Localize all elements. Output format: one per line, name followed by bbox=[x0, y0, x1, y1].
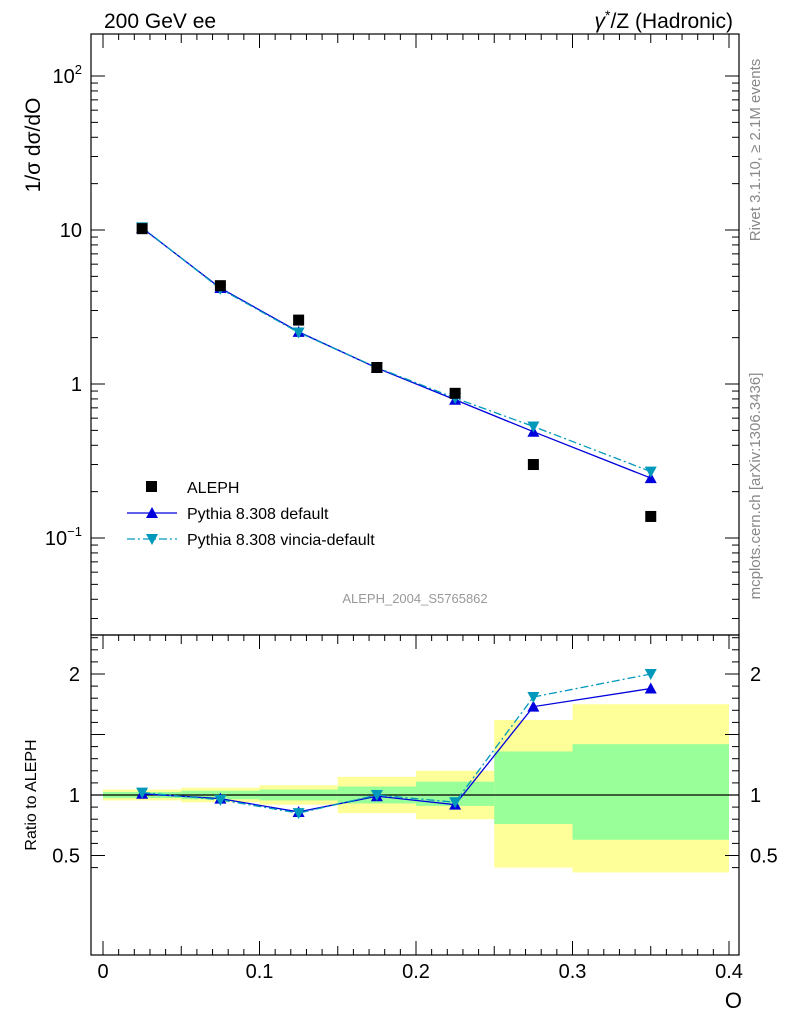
ratio-band-inner bbox=[494, 751, 573, 825]
ratio-band-inner bbox=[572, 744, 729, 840]
main-point-data bbox=[136, 223, 148, 235]
ratio-x-tick-label: 0.3 bbox=[559, 961, 587, 983]
ratio-point-vincia bbox=[449, 797, 462, 809]
main-panel: 102 10 1 10−1 bbox=[45, 33, 740, 636]
main-y-tick-label: 10−1 bbox=[45, 524, 82, 550]
legend-label-vincia: Pythia 8.308 vincia-default bbox=[187, 532, 375, 549]
main-y-tick-label: 1 bbox=[71, 374, 82, 396]
main-point-vincia bbox=[292, 327, 305, 339]
ratio-x-tick-label: 0 bbox=[97, 961, 108, 983]
main-point-data bbox=[449, 387, 461, 399]
rivet-version-label: Rivet 3.1.10, ≥ 2.1M events bbox=[747, 59, 764, 242]
ratio-point-vincia bbox=[527, 691, 540, 703]
main-y-tick-label: 10 bbox=[60, 220, 82, 242]
ratio-y-tick-label: 0.5 bbox=[52, 846, 80, 868]
main-series-line-vincia bbox=[141, 226, 651, 473]
ratio-point-vincia bbox=[644, 669, 657, 680]
ratio-y-tick-label-right: 1 bbox=[750, 785, 761, 807]
ratio-x-tick-label: 0.4 bbox=[715, 961, 743, 983]
legend-marker-default bbox=[146, 507, 158, 518]
legend-marker-aleph bbox=[146, 481, 157, 492]
ratio-x-tick-label: 0.1 bbox=[246, 961, 274, 983]
x-axis-label: O bbox=[725, 988, 742, 1013]
main-point-data bbox=[214, 280, 226, 292]
ratio-point-vincia bbox=[370, 790, 383, 801]
main-point-vincia bbox=[527, 421, 540, 433]
ratio-y-axis-label: Ratio to ALEPH bbox=[23, 739, 40, 850]
ratio-point-vincia bbox=[136, 787, 149, 799]
main-point-vincia bbox=[644, 466, 657, 478]
ratio-y-tick-label: 1 bbox=[69, 785, 80, 807]
legend-label-aleph: ALEPH bbox=[187, 480, 239, 497]
legend-marker-vincia bbox=[146, 534, 158, 545]
ratio-point-vincia bbox=[292, 808, 305, 820]
legend: ALEPH Pythia 8.308 default Pythia 8.308 … bbox=[127, 480, 375, 549]
mcplots-label: mcplots.cern.ch [arXiv:1306.3436] bbox=[747, 373, 764, 600]
main-y-axis-label: 1/σ dσ/dO bbox=[22, 98, 45, 193]
main-point-data bbox=[645, 510, 657, 522]
ratio-y-tick-label-right: 2 bbox=[750, 664, 761, 686]
ratio-point-default bbox=[527, 700, 540, 712]
header-left-label: 200 GeV ee bbox=[104, 10, 216, 33]
header-right-label: γ*/Z (Hadronic) bbox=[595, 7, 733, 33]
main-point-data bbox=[527, 459, 539, 471]
main-series-line-default bbox=[141, 227, 651, 479]
ratio-x-tick-label: 0.2 bbox=[402, 961, 430, 983]
ratio-point-vincia bbox=[214, 794, 227, 806]
main-y-tick-label: 102 bbox=[53, 62, 82, 88]
ratio-y-tick-label: 2 bbox=[69, 664, 80, 686]
main-point-data bbox=[371, 361, 383, 373]
ratio-panel: 0.5 0.5 1 1 2 2 0 0.1 0.2 0.3 0.4 bbox=[52, 634, 778, 983]
ratio-y-tick-label-right: 0.5 bbox=[750, 846, 778, 868]
legend-label-default: Pythia 8.308 default bbox=[187, 506, 329, 523]
analysis-id-label: ALEPH_2004_S5765862 bbox=[342, 591, 487, 606]
main-point-data bbox=[293, 314, 305, 326]
ratio-point-default bbox=[644, 682, 657, 694]
